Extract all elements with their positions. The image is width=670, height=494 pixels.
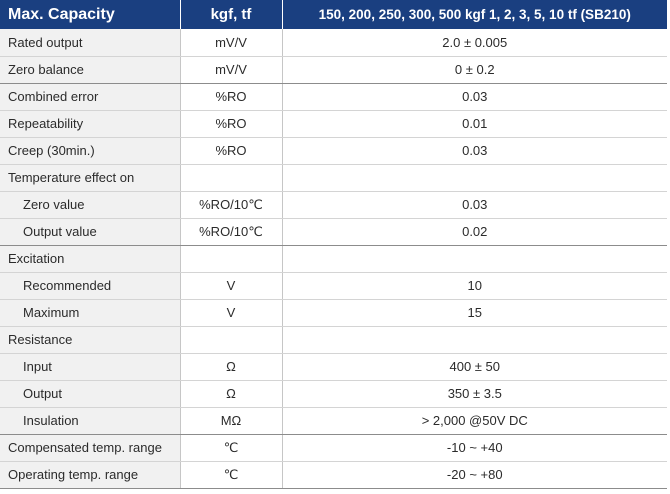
- row-label: Combined error: [0, 83, 181, 111]
- row-label: Zero balance: [0, 56, 181, 84]
- table-row: Zero balance mV/V 0 ± 0.2: [0, 56, 667, 84]
- row-label: Rated output: [0, 29, 181, 57]
- row-value: [282, 164, 667, 192]
- row-value: 0.02: [282, 218, 667, 246]
- row-unit: %RO/10℃: [180, 191, 283, 219]
- table-row: Creep (30min.) %RO 0.03: [0, 137, 667, 165]
- table-row: Operating temp. range ℃ -20 ~ +80: [0, 461, 667, 489]
- row-unit: MΩ: [180, 407, 283, 435]
- row-label: Operating temp. range: [0, 461, 181, 489]
- header-row: Max. Capacity kgf, tf 150, 200, 250, 300…: [0, 0, 667, 29]
- row-unit: Ω: [180, 380, 283, 408]
- row-unit: %RO: [180, 83, 283, 111]
- row-value: 0.01: [282, 110, 667, 138]
- row-label: Output value: [0, 218, 181, 246]
- table-row: Recommended V 10: [0, 272, 667, 300]
- table-row: Rated output mV/V 2.0 ± 0.005: [0, 29, 667, 57]
- row-label: Insulation: [0, 407, 181, 435]
- row-value: [282, 326, 667, 354]
- row-value: > 2,000 @50V DC: [282, 407, 667, 435]
- row-value: 0.03: [282, 83, 667, 111]
- table-row: Temperature effect on: [0, 164, 667, 192]
- row-label: Maximum: [0, 299, 181, 327]
- row-value: -10 ~ +40: [282, 434, 667, 462]
- row-value: 10: [282, 272, 667, 300]
- table-row: Maximum V 15: [0, 299, 667, 327]
- table-row: Output value %RO/10℃ 0.02: [0, 218, 667, 246]
- row-value: [282, 245, 667, 273]
- row-unit: ℃: [180, 461, 283, 489]
- row-unit: V: [180, 299, 283, 327]
- row-label: Creep (30min.): [0, 137, 181, 165]
- table-row: Zero value %RO/10℃ 0.03: [0, 191, 667, 219]
- row-unit: Ω: [180, 353, 283, 381]
- row-value: 400 ± 50: [282, 353, 667, 381]
- row-unit: [180, 245, 283, 273]
- spec-table-body: Rated output mV/V 2.0 ± 0.005 Zero balance m…: [0, 29, 667, 489]
- table-row: Compensated temp. range ℃ -10 ~ +40: [0, 434, 667, 462]
- header-max-capacity: Max. Capacity: [0, 0, 181, 29]
- spec-table-header: Max. Capacity kgf, tf 150, 200, 250, 300…: [0, 0, 667, 29]
- row-label: Output: [0, 380, 181, 408]
- row-label: Excitation: [0, 245, 181, 273]
- row-label: Recommended: [0, 272, 181, 300]
- row-unit: mV/V: [180, 29, 283, 57]
- row-label: Input: [0, 353, 181, 381]
- row-label: Compensated temp. range: [0, 434, 181, 462]
- row-value: 15: [282, 299, 667, 327]
- row-label: Resistance: [0, 326, 181, 354]
- table-row: Resistance: [0, 326, 667, 354]
- row-unit: %RO: [180, 137, 283, 165]
- row-label: Temperature effect on: [0, 164, 181, 192]
- table-row: Excitation: [0, 245, 667, 273]
- table-row: Repeatability %RO 0.01: [0, 110, 667, 138]
- table-row: Output Ω 350 ± 3.5: [0, 380, 667, 408]
- row-unit: mV/V: [180, 56, 283, 84]
- row-unit: [180, 326, 283, 354]
- row-value: 2.0 ± 0.005: [282, 29, 667, 57]
- row-value: -20 ~ +80: [282, 461, 667, 489]
- row-unit: %RO: [180, 110, 283, 138]
- row-value: 0 ± 0.2: [282, 56, 667, 84]
- header-capacity-values: 150, 200, 250, 300, 500 kgf 1, 2, 3, 5, …: [282, 0, 667, 29]
- row-label: Repeatability: [0, 110, 181, 138]
- row-unit: V: [180, 272, 283, 300]
- row-unit: ℃: [180, 434, 283, 462]
- row-value: 350 ± 3.5: [282, 380, 667, 408]
- row-unit: %RO/10℃: [180, 218, 283, 246]
- row-unit: [180, 164, 283, 192]
- header-unit: kgf, tf: [180, 0, 283, 29]
- row-value: 0.03: [282, 191, 667, 219]
- row-value: 0.03: [282, 137, 667, 165]
- table-row: Insulation MΩ > 2,000 @50V DC: [0, 407, 667, 435]
- row-label: Zero value: [0, 191, 181, 219]
- table-row: Combined error %RO 0.03: [0, 83, 667, 111]
- table-row: Input Ω 400 ± 50: [0, 353, 667, 381]
